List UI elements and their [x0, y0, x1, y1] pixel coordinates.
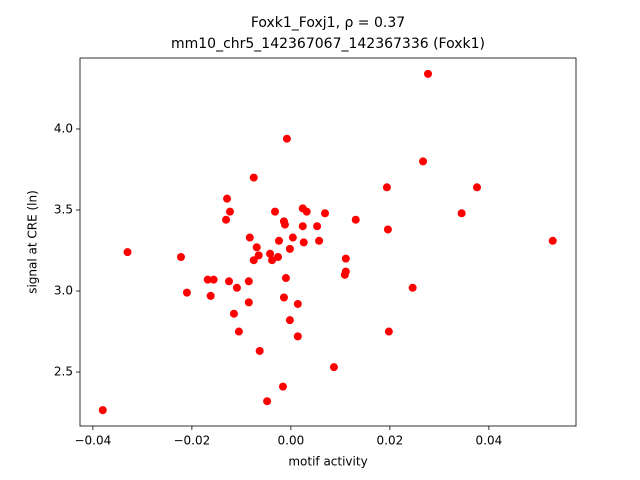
point [341, 254, 350, 263]
point [245, 233, 254, 242]
x-tick-label: 0.02 [377, 434, 404, 448]
point [274, 252, 283, 261]
point [249, 173, 258, 182]
point [234, 327, 243, 336]
point [268, 256, 277, 265]
point [279, 293, 288, 302]
point [222, 215, 231, 224]
x-tick-label: −0.02 [173, 434, 210, 448]
point [285, 244, 294, 253]
point [271, 207, 280, 216]
point [278, 382, 287, 391]
point [266, 249, 275, 258]
point [293, 332, 302, 341]
point [252, 243, 261, 252]
plot-frame [79, 57, 577, 427]
point [298, 222, 307, 231]
point [383, 225, 392, 234]
point [548, 236, 557, 245]
point [203, 275, 212, 284]
point [285, 316, 294, 325]
point [315, 236, 324, 245]
point [244, 277, 253, 286]
x-axis-label: motif activity [288, 455, 367, 469]
point [472, 183, 481, 192]
chart-title: Foxk1_Foxj1, ρ = 0.37 [251, 15, 405, 31]
chart-subtitle: mm10_chr5_142367067_142367336 (Foxk1) [171, 36, 485, 52]
point [321, 209, 330, 218]
point [280, 220, 289, 229]
point [274, 236, 283, 245]
point [299, 238, 308, 247]
point [182, 288, 191, 297]
point [223, 194, 232, 203]
point [263, 397, 272, 406]
point [282, 134, 291, 143]
point [206, 291, 215, 300]
point [225, 207, 234, 216]
x-tick-label: −0.04 [74, 434, 111, 448]
x-tick-label: 0.00 [278, 434, 305, 448]
point [254, 251, 263, 260]
y-tick-label: 2.5 [54, 365, 73, 379]
point [408, 283, 417, 292]
point [313, 222, 322, 231]
point [423, 69, 432, 78]
point [224, 277, 233, 286]
point [302, 207, 311, 216]
point [293, 299, 302, 308]
point [249, 256, 258, 265]
point [329, 363, 338, 372]
point [255, 346, 264, 355]
point [209, 275, 218, 284]
point [457, 209, 466, 218]
point [382, 183, 391, 192]
point [232, 283, 241, 292]
y-axis-label: signal at CRE (ln) [26, 190, 40, 294]
point [176, 252, 185, 261]
y-tick-label: 3.0 [54, 284, 73, 298]
point [288, 233, 297, 242]
point [123, 248, 132, 257]
y-tick-label: 4.0 [54, 121, 73, 135]
point [341, 267, 350, 276]
point [98, 406, 107, 415]
point [244, 298, 253, 307]
x-tick-label: 0.04 [476, 434, 503, 448]
point [281, 274, 290, 283]
point [384, 327, 393, 336]
point [351, 215, 360, 224]
y-tick-label: 3.5 [54, 202, 73, 216]
point [419, 157, 428, 166]
point [229, 309, 238, 318]
